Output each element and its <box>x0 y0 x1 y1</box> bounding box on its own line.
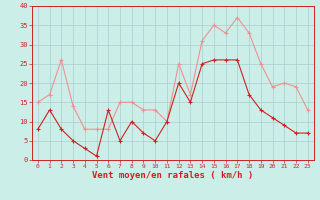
X-axis label: Vent moyen/en rafales ( km/h ): Vent moyen/en rafales ( km/h ) <box>92 171 253 180</box>
